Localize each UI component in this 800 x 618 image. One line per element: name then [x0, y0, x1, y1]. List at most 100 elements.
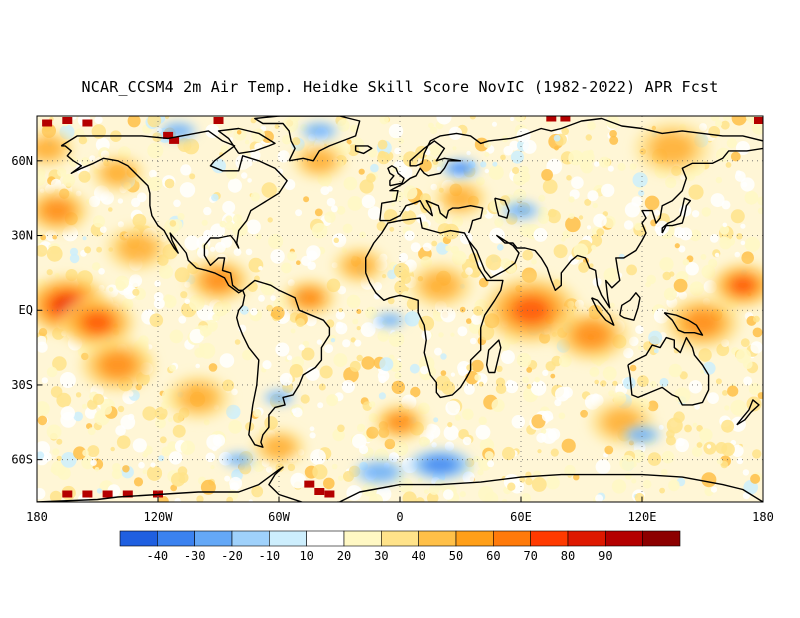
speckle-cell [480, 161, 487, 168]
antarctica-coast [37, 466, 763, 502]
speckle-cell [169, 329, 184, 344]
speckle-cell [378, 392, 386, 400]
speckle-cell [387, 297, 395, 305]
speckle-cell [290, 328, 296, 334]
lat-label: 60S [11, 453, 33, 467]
speckle-cell [418, 436, 429, 447]
colorbar-label: -30 [184, 549, 206, 563]
speckle-cell [361, 194, 376, 209]
speckle-cell [474, 374, 482, 381]
speckle-cell [609, 302, 615, 308]
speckle-cell [515, 116, 525, 123]
speckle-cell [696, 442, 703, 448]
speckle-cell [73, 411, 83, 422]
colorbar-swatch [455, 530, 494, 547]
speckle-cell [52, 234, 57, 240]
speckle-cell [721, 442, 735, 457]
speckle-cell [537, 206, 548, 217]
speckle-cell [429, 126, 438, 135]
speckle-cell [279, 372, 293, 386]
australia-coast [627, 336, 710, 406]
speckle-cell [389, 226, 395, 232]
speckle-cell [148, 169, 157, 178]
speckle-cell [403, 185, 418, 200]
speckle-cell [689, 281, 704, 296]
colorbar-label: -40 [146, 549, 168, 563]
speckle-cell [431, 240, 438, 247]
speckle-cell [447, 422, 453, 428]
speckle-cell [225, 221, 234, 231]
speckle-cell [195, 363, 200, 369]
speckle-cell [644, 195, 660, 211]
speckle-cell [580, 409, 588, 418]
speckle-cell [318, 383, 326, 391]
speckle-cell [466, 318, 472, 324]
speckle-cell [584, 394, 601, 410]
speckle-cell [691, 210, 700, 218]
speckle-cell [578, 215, 584, 220]
speckle-cell [88, 195, 101, 208]
speckle-cell [726, 138, 737, 149]
speckle-cell [37, 335, 47, 346]
speckle-cell [510, 150, 524, 164]
speckle-cell [415, 497, 425, 502]
speckle-cell [177, 466, 188, 476]
speckle-cell [367, 206, 382, 220]
colorbar-label: 40 [411, 549, 425, 563]
speckle-cell [307, 261, 316, 271]
speckle-cell [701, 472, 717, 488]
north-america-coast [60, 130, 288, 294]
speckle-cell [462, 408, 474, 421]
speckle-cell [277, 150, 290, 163]
speckle-cell [108, 287, 114, 292]
speckle-cell [631, 478, 637, 484]
speckle-cell [62, 173, 76, 187]
eurasia-coast [379, 117, 763, 221]
speckle-cell [391, 380, 405, 394]
speckle-cell [478, 277, 489, 288]
speckle-cell [404, 311, 420, 327]
speckle-cell [333, 353, 348, 368]
speckle-cell [78, 136, 88, 145]
speckle-cell [478, 416, 487, 425]
speckle-cell [80, 157, 90, 167]
speckle-cell [168, 451, 183, 465]
speckle-cell [369, 401, 376, 408]
speckle-cell [250, 192, 260, 202]
speckle-cell [226, 496, 234, 502]
lat-label: 60N [11, 154, 33, 168]
speckle-cell [507, 482, 516, 491]
speckle-cell [117, 198, 124, 204]
speckle-cell [52, 448, 60, 456]
speckle-cell [410, 386, 421, 398]
speckle-cell [133, 477, 144, 487]
speckle-cell [725, 162, 732, 168]
speckle-cell [623, 376, 636, 390]
speckle-cell [531, 258, 537, 265]
warm-anomaly [37, 138, 62, 159]
speckle-cell [438, 332, 444, 338]
lon-label: 180 [26, 510, 48, 524]
speckle-cell [611, 479, 627, 494]
speckle-cell [555, 386, 570, 402]
speckle-cell [388, 452, 399, 463]
speckle-cell [220, 145, 229, 154]
sumatra-coast [590, 297, 615, 326]
speckle-cell [250, 307, 258, 316]
speckle-cell [619, 455, 636, 471]
speckle-cell [127, 390, 134, 397]
speckle-cell [169, 364, 176, 372]
speckle-cell [445, 400, 461, 416]
speckle-cell [478, 457, 492, 471]
speckle-cell [41, 377, 48, 384]
speckle-cell [663, 287, 677, 301]
speckle-cell [642, 479, 652, 489]
speckle-cell [203, 419, 210, 426]
speckle-cell [410, 242, 421, 253]
warm-anomaly [298, 289, 321, 306]
speckle-cell [270, 249, 285, 264]
speckle-cell [179, 182, 196, 198]
speckle-cell [742, 469, 750, 476]
greenland-coast [254, 116, 361, 162]
speckle-cell [205, 452, 216, 463]
